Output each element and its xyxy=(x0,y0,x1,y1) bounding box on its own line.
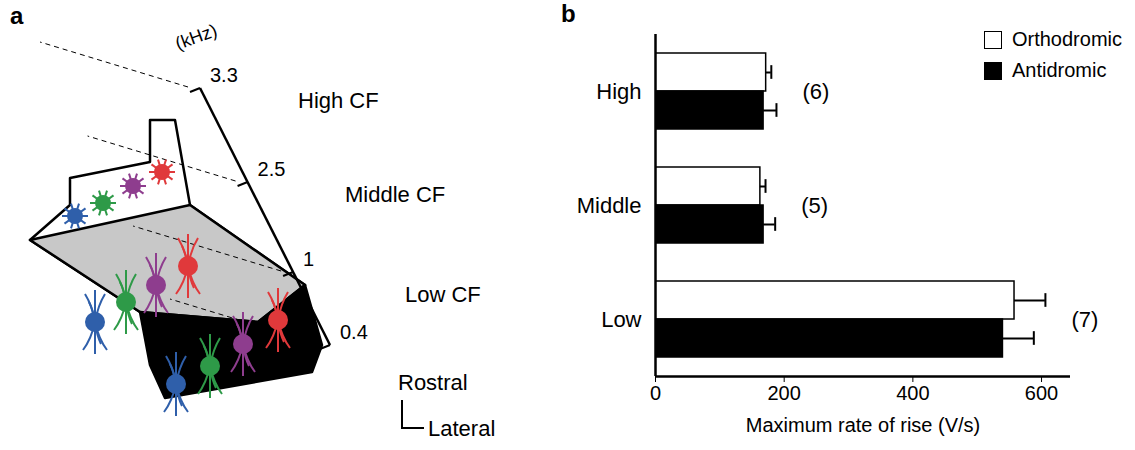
svg-text:0.4: 0.4 xyxy=(340,321,368,343)
svg-text:Rostral: Rostral xyxy=(398,370,468,395)
svg-text:Low CF: Low CF xyxy=(405,282,481,307)
svg-text:200: 200 xyxy=(767,382,800,404)
svg-text:(5): (5) xyxy=(801,193,828,218)
svg-text:0: 0 xyxy=(650,382,661,404)
svg-text:(7): (7) xyxy=(1071,307,1098,332)
svg-text:Middle CF: Middle CF xyxy=(345,182,445,207)
svg-text:2.5: 2.5 xyxy=(258,158,286,180)
svg-text:600: 600 xyxy=(1025,382,1058,404)
svg-text:Low: Low xyxy=(601,307,641,332)
html-text:Orthodromic: Orthodromic xyxy=(1012,28,1122,50)
html-text:b: b xyxy=(561,0,576,27)
svg-text:3.3: 3.3 xyxy=(210,64,238,86)
svg-text:Lateral: Lateral xyxy=(428,416,495,441)
svg-text:(6): (6) xyxy=(802,79,829,104)
svg-text:400: 400 xyxy=(896,382,929,404)
svg-text:Middle: Middle xyxy=(577,193,642,218)
svg-text:(kHz): (kHz) xyxy=(173,20,220,54)
svg-text:Maximum rate of rise (V/s): Maximum rate of rise (V/s) xyxy=(746,414,980,436)
svg-text:High CF: High CF xyxy=(298,88,379,113)
html-text:Antidromic: Antidromic xyxy=(1012,59,1107,81)
svg-text:High: High xyxy=(596,79,641,104)
svg-text:1: 1 xyxy=(303,248,314,270)
svg-text:a: a xyxy=(10,2,24,29)
